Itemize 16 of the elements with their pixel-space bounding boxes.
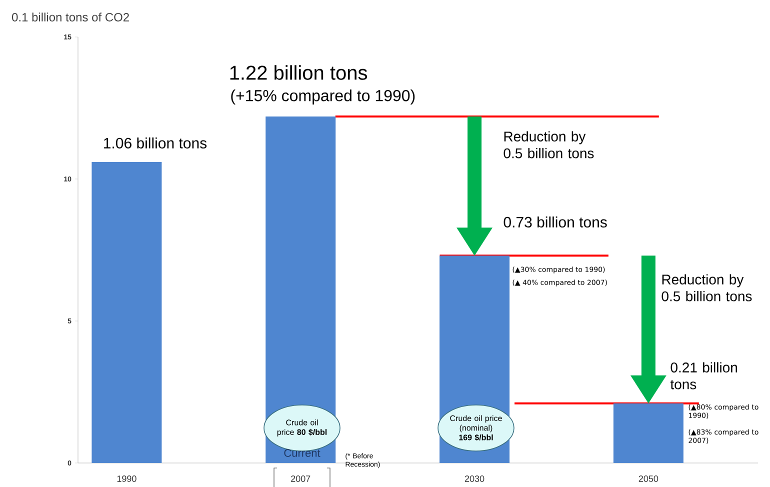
annotation: Reduction by 0.5 billion tons — [504, 131, 594, 158]
y-axis-title: 0.1 billion tons of CO2 — [12, 12, 129, 22]
annotation: 1.06 billion tons — [104, 137, 207, 148]
x-tick-label: 2030 — [464, 476, 484, 482]
annotation: 1.22 billion tons — [230, 65, 368, 80]
bar — [92, 162, 162, 463]
annotation: Current — [284, 449, 320, 457]
x-tick-label: 2007 — [291, 476, 310, 482]
annotation: Crude oil price (nominal) 169 $/bbl — [450, 415, 502, 441]
annotation: Reduction by 0.5 billion tons — [662, 274, 752, 302]
annotation: (+15% compared to 1990) — [231, 90, 415, 104]
annotation: 0.21 billion tons — [670, 362, 737, 390]
x-tick-label: 1990 — [117, 476, 136, 482]
annotation: Crude oil price 80 $/bbl — [277, 419, 327, 437]
annotation: 0.73 billion tons — [504, 216, 607, 228]
x-tick-label: 2050 — [638, 476, 658, 482]
